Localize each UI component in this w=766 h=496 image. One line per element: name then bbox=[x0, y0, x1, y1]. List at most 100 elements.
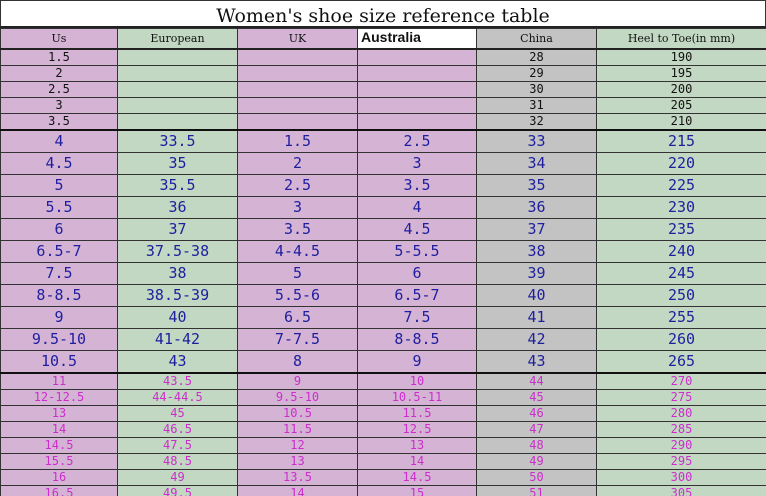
cell-uk: 11.5 bbox=[237, 421, 358, 438]
cell-heel-to-toe: 280 bbox=[596, 405, 766, 422]
cell-european: 41-42 bbox=[117, 328, 238, 351]
cell-uk: 9 bbox=[237, 372, 358, 390]
cell-china: 50 bbox=[476, 469, 597, 486]
cell-european bbox=[117, 97, 238, 114]
cell-china: 47 bbox=[476, 421, 597, 438]
cell-australia: 15 bbox=[357, 485, 477, 496]
cell-heel-to-toe: 305 bbox=[596, 485, 766, 496]
cell-australia: 10 bbox=[357, 372, 477, 390]
table-row: 11 43.5 9 10 44 270 bbox=[0, 372, 766, 390]
cell-australia bbox=[357, 48, 477, 66]
cell-uk: 1.5 bbox=[237, 129, 358, 153]
cell-australia: 14.5 bbox=[357, 469, 477, 486]
cell-australia bbox=[357, 81, 477, 98]
cell-australia: 8-8.5 bbox=[357, 328, 477, 351]
cell-australia: 10.5-11 bbox=[357, 389, 477, 406]
cell-us: 5 bbox=[0, 174, 118, 197]
cell-uk bbox=[237, 65, 358, 82]
cell-heel-to-toe: 260 bbox=[596, 328, 766, 351]
table-row: 13 45 10.5 11.5 46 280 bbox=[0, 405, 766, 422]
cell-china: 38 bbox=[476, 240, 597, 263]
cell-european bbox=[117, 113, 238, 131]
cell-china: 43 bbox=[476, 350, 597, 374]
cell-australia: 11.5 bbox=[357, 405, 477, 422]
cell-european bbox=[117, 48, 238, 66]
cell-uk: 13 bbox=[237, 453, 358, 470]
table-row: 14 46.5 11.5 12.5 47 285 bbox=[0, 421, 766, 438]
cell-european: 35 bbox=[117, 152, 238, 175]
cell-us: 6 bbox=[0, 218, 118, 241]
table-title: Women's shoe size reference table bbox=[0, 0, 766, 28]
cell-heel-to-toe: 230 bbox=[596, 196, 766, 219]
table-row: 15.5 48.5 13 14 49 295 bbox=[0, 453, 766, 470]
cell-heel-to-toe: 285 bbox=[596, 421, 766, 438]
table-row: 5.5 36 3 4 36 230 bbox=[0, 196, 766, 219]
cell-uk: 5.5-6 bbox=[237, 284, 358, 307]
cell-us: 16.5 bbox=[0, 485, 118, 496]
table-row: 1.5 28 190 bbox=[0, 48, 766, 66]
table-row: 4.5 35 2 3 34 220 bbox=[0, 152, 766, 175]
cell-us: 2.5 bbox=[0, 81, 118, 98]
cell-uk: 14 bbox=[237, 485, 358, 496]
cell-european: 38.5-39 bbox=[117, 284, 238, 307]
cell-heel-to-toe: 235 bbox=[596, 218, 766, 241]
cell-us: 10.5 bbox=[0, 350, 118, 374]
cell-us: 16 bbox=[0, 469, 118, 486]
header-heel-to-toe: Heel to Toe(in mm) bbox=[596, 28, 766, 50]
cell-uk: 7-7.5 bbox=[237, 328, 358, 351]
cell-china: 49 bbox=[476, 453, 597, 470]
cell-uk bbox=[237, 81, 358, 98]
cell-china: 31 bbox=[476, 97, 597, 114]
cell-heel-to-toe: 265 bbox=[596, 350, 766, 374]
cell-china: 37 bbox=[476, 218, 597, 241]
header-australia: Australia bbox=[357, 28, 477, 50]
cell-heel-to-toe: 300 bbox=[596, 469, 766, 486]
table-row: 4 33.5 1.5 2.5 33 215 bbox=[0, 129, 766, 153]
cell-australia: 3 bbox=[357, 152, 477, 175]
cell-uk: 8 bbox=[237, 350, 358, 374]
cell-australia bbox=[357, 113, 477, 131]
table-row: 16.5 49.5 14 15 51 305 bbox=[0, 485, 766, 496]
cell-heel-to-toe: 290 bbox=[596, 437, 766, 454]
cell-australia: 7.5 bbox=[357, 306, 477, 329]
table-row: 16 49 13.5 14.5 50 300 bbox=[0, 469, 766, 486]
cell-australia: 13 bbox=[357, 437, 477, 454]
table-row: 6 37 3.5 4.5 37 235 bbox=[0, 218, 766, 241]
cell-china: 46 bbox=[476, 405, 597, 422]
cell-china: 36 bbox=[476, 196, 597, 219]
cell-us: 15.5 bbox=[0, 453, 118, 470]
cell-heel-to-toe: 255 bbox=[596, 306, 766, 329]
cell-heel-to-toe: 205 bbox=[596, 97, 766, 114]
cell-china: 48 bbox=[476, 437, 597, 454]
cell-us: 14 bbox=[0, 421, 118, 438]
header-uk: UK bbox=[237, 28, 358, 50]
header-china: China bbox=[476, 28, 597, 50]
table-row: 14.5 47.5 12 13 48 290 bbox=[0, 437, 766, 454]
cell-china: 42 bbox=[476, 328, 597, 351]
cell-uk: 5 bbox=[237, 262, 358, 285]
cell-european: 37 bbox=[117, 218, 238, 241]
size-table: Us European UK Australia China Heel to T… bbox=[0, 28, 766, 496]
cell-heel-to-toe: 190 bbox=[596, 48, 766, 66]
cell-australia: 6.5-7 bbox=[357, 284, 477, 307]
cell-china: 28 bbox=[476, 48, 597, 66]
cell-us: 13 bbox=[0, 405, 118, 422]
cell-heel-to-toe: 210 bbox=[596, 113, 766, 131]
cell-china: 30 bbox=[476, 81, 597, 98]
cell-uk: 9.5-10 bbox=[237, 389, 358, 406]
table-row: 8-8.5 38.5-39 5.5-6 6.5-7 40 250 bbox=[0, 284, 766, 307]
cell-uk: 13.5 bbox=[237, 469, 358, 486]
cell-us: 14.5 bbox=[0, 437, 118, 454]
cell-european: 38 bbox=[117, 262, 238, 285]
cell-heel-to-toe: 215 bbox=[596, 129, 766, 153]
cell-european: 43 bbox=[117, 350, 238, 374]
cell-heel-to-toe: 200 bbox=[596, 81, 766, 98]
cell-us: 9 bbox=[0, 306, 118, 329]
cell-china: 39 bbox=[476, 262, 597, 285]
cell-uk: 10.5 bbox=[237, 405, 358, 422]
table-row: 3 31 205 bbox=[0, 97, 766, 114]
cell-china: 40 bbox=[476, 284, 597, 307]
cell-european bbox=[117, 65, 238, 82]
cell-australia: 14 bbox=[357, 453, 477, 470]
